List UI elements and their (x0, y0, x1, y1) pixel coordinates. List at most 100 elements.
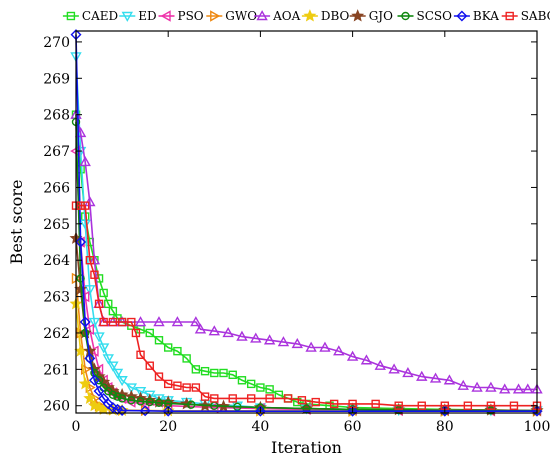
series-ed (70, 52, 543, 417)
point-sabo-15 (173, 381, 182, 390)
point-scso-5 (94, 376, 104, 385)
point-aoa-32 (457, 379, 469, 390)
legend: CAED ED PSO GWO AOA DBO GJO SCSO BKA SABO (62, 9, 550, 23)
point-caed-16 (173, 346, 182, 356)
point-aoa-37 (522, 383, 534, 394)
point-sabo-18 (200, 392, 210, 401)
point-aoa-33 (471, 381, 483, 392)
point-sabo-21 (246, 394, 256, 403)
series-aoa (70, 108, 543, 394)
point-pso-2 (79, 290, 90, 303)
point-sabo-23 (283, 394, 293, 403)
point-ed-13 (144, 390, 156, 401)
point-scso-1 (76, 274, 85, 283)
legend-swatch-marker (160, 10, 171, 22)
y-tick-label-1: 261 (43, 362, 70, 378)
point-aoa-16 (236, 330, 248, 341)
point-dbo-3 (83, 391, 97, 404)
point-scso-12 (136, 397, 145, 406)
point-ed-11 (125, 383, 138, 394)
series-line-dbo (75, 303, 537, 412)
legend-swatch-marker (121, 11, 133, 22)
point-bka-11 (139, 405, 151, 417)
point-sabo-14 (163, 379, 173, 389)
point-aoa-9 (134, 316, 147, 327)
legend-entry-pso: PSO (158, 9, 204, 23)
y-tick-label-0: 260 (43, 399, 70, 415)
point-aoa-2 (79, 156, 91, 167)
legend-label: PSO (178, 9, 204, 23)
series-bka (70, 29, 543, 417)
point-sabo-26 (329, 399, 339, 409)
point-ed-6 (97, 343, 110, 354)
legend-label: SABO (521, 9, 550, 23)
point-aoa-18 (263, 334, 276, 345)
legend-label: GWO (225, 9, 257, 23)
legend-label: AOA (272, 9, 301, 23)
point-sabo-11 (136, 350, 145, 359)
point-aoa-14 (208, 325, 220, 336)
legend-entry-ed: ED (119, 9, 157, 23)
point-caed-23 (237, 376, 247, 385)
series-line-ed (75, 56, 537, 412)
point-sabo-9 (127, 317, 136, 327)
legend-swatch-marker (256, 10, 268, 21)
legend-label: ED (138, 9, 156, 23)
x-tick-label-3: 60 (344, 419, 362, 435)
y-tick-label-2: 262 (43, 326, 70, 342)
point-sabo-20 (228, 394, 237, 403)
point-ed-3 (84, 285, 96, 296)
point-caed-14 (154, 336, 164, 345)
point-sabo-24 (297, 396, 307, 405)
point-scso-18 (233, 402, 242, 412)
legend-entry-sabo: SABO (501, 9, 550, 23)
point-bka-14 (347, 405, 359, 417)
point-sabo-22 (265, 394, 274, 403)
point-scso-13 (145, 397, 154, 407)
point-aoa-25 (360, 354, 373, 365)
point-sabo-30 (417, 401, 426, 410)
series-line-aoa (75, 114, 537, 391)
legend-swatch-marker (351, 9, 365, 22)
point-aoa-28 (402, 367, 414, 378)
point-aoa-23 (333, 345, 345, 356)
point-bka-4 (88, 374, 100, 386)
plot-area-frame (75, 30, 538, 414)
point-sabo-6 (99, 317, 108, 327)
legend-entry-aoa: AOA (254, 9, 301, 23)
point-bka-3 (84, 352, 96, 364)
point-ed-7 (102, 354, 114, 365)
legend-label: GJO (369, 9, 393, 23)
y-tick-label-8: 268 (43, 108, 70, 124)
point-caed-21 (219, 368, 228, 378)
series-line-pso (75, 151, 537, 412)
point-bka-5 (93, 385, 105, 397)
point-aoa-31 (443, 374, 456, 385)
point-caed-19 (200, 366, 210, 376)
point-ed-5 (93, 332, 105, 343)
point-scso-20 (302, 404, 311, 413)
point-scso-8 (108, 390, 118, 400)
series-scso (71, 117, 542, 416)
point-scso-10 (117, 394, 127, 403)
point-sabo-13 (154, 372, 164, 381)
point-aoa-10 (153, 316, 165, 327)
point-aoa-30 (429, 372, 442, 383)
legend-swatch-marker (505, 11, 514, 21)
x-tick-label-4: 80 (436, 419, 454, 435)
point-aoa-13 (194, 323, 207, 334)
point-sabo-7 (108, 317, 118, 327)
series-pso (70, 145, 542, 417)
point-sabo-32 (463, 401, 473, 410)
point-sabo-16 (182, 383, 191, 392)
y-axis-label: Best score (7, 180, 26, 265)
point-gjo-16 (180, 397, 194, 410)
series-line-sabo (76, 204, 537, 407)
point-aoa-19 (277, 336, 290, 347)
point-ed-4 (88, 317, 101, 328)
point-caed-20 (210, 368, 219, 378)
point-ed-14 (153, 394, 165, 405)
point-sabo-12 (145, 361, 154, 370)
series-lines (69, 29, 544, 417)
